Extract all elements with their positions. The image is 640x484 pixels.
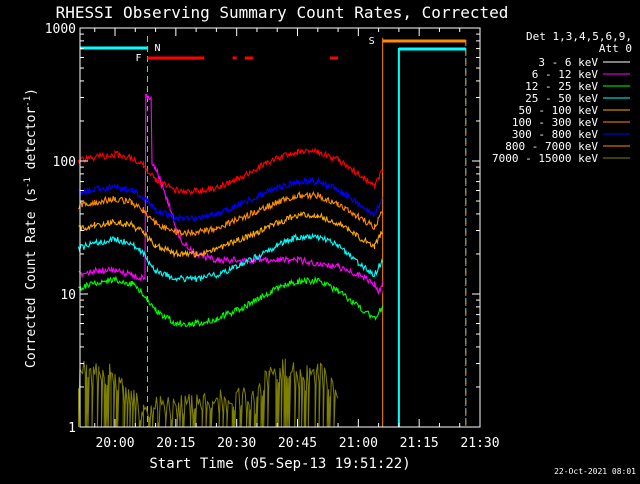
y-tick-label: 1	[68, 421, 76, 436]
legend-entry-label: 3 - 6 keV	[538, 56, 598, 69]
series-line-1	[78, 93, 384, 295]
y-tick-label: 10	[60, 288, 76, 303]
x-tick-label: 21:00	[339, 436, 378, 451]
series-line-7	[77, 147, 384, 196]
series-line-0	[77, 108, 384, 367]
saa-flag-label: S	[369, 36, 375, 47]
y-tick-label: 1000	[45, 22, 76, 37]
footer-timestamp: 22-Oct-2021 08:01	[554, 467, 636, 476]
x-tick-label: 21:30	[460, 436, 499, 451]
legend-title: Det 1,3,4,5,6,9,	[526, 30, 632, 43]
legend-entry-label: 100 - 300 keV	[512, 116, 598, 129]
legend-entry-label: 25 - 50 keV	[525, 92, 598, 105]
series-line-2	[78, 275, 384, 328]
legend-title: Att 0	[599, 42, 632, 55]
x-tick-label: 20:45	[278, 436, 317, 451]
x-tick-label: 20:15	[156, 436, 195, 451]
plot-frame	[79, 27, 481, 428]
series-line-4	[78, 210, 383, 259]
series-line-6	[78, 176, 383, 223]
x-tick-label: 20:30	[217, 436, 256, 451]
night-flag-label: N	[154, 43, 160, 54]
y-tick-label: 100	[53, 155, 76, 170]
legend-entry-label: 12 - 25 keV	[525, 80, 598, 93]
series-line-5	[78, 190, 384, 238]
y-axis-label: Corrected Count Rate (s-1 detector-1)	[23, 88, 39, 368]
legend-entry-label: 6 - 12 keV	[532, 68, 599, 81]
legend-entry-label: 7000 - 15000 keV	[492, 152, 598, 165]
series-line-3	[77, 232, 384, 283]
x-axis-label: Start Time (05-Sep-13 19:51:22)	[149, 456, 410, 472]
chart-title: RHESSI Observing Summary Count Rates, Co…	[56, 3, 509, 22]
series-line-8	[78, 358, 339, 428]
flare-flag-label: F	[135, 53, 141, 64]
x-tick-label: 21:15	[400, 436, 439, 451]
legend-entry-label: 300 - 800 keV	[512, 128, 598, 141]
legend-entry-label: 800 - 7000 keV	[505, 140, 598, 153]
legend-entry-label: 50 - 100 keV	[519, 104, 599, 117]
x-tick-label: 20:00	[95, 436, 134, 451]
